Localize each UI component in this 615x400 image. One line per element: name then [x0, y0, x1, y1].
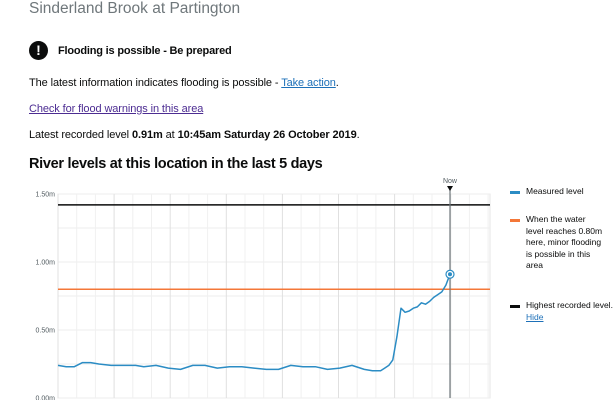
- alert-text: Flooding is possible - Be prepared: [58, 44, 232, 57]
- flood-alert: ! Flooding is possible - Be prepared: [29, 41, 232, 60]
- now-label: Now: [443, 178, 458, 185]
- hide-highest-link[interactable]: Hide: [526, 311, 544, 322]
- latest-middle: at: [162, 129, 178, 141]
- latest-level-paragraph: Latest recorded level 0.91m at 10:45am S…: [29, 129, 360, 141]
- legend-threshold-label: When the water level reaches 0.80m here,…: [526, 214, 603, 270]
- latest-level-value: 0.91m: [131, 129, 163, 141]
- highest-swatch-icon: [510, 305, 520, 308]
- info-paragraph: The latest information indicates floodin…: [29, 77, 339, 89]
- flood-warnings-link[interactable]: Check for flood warnings in this area: [29, 103, 204, 115]
- latest-prefix: Latest recorded level: [29, 129, 132, 141]
- now-arrow-icon: [447, 186, 453, 191]
- legend-highest-label: Highest recorded level.: [526, 300, 613, 310]
- svg-text:0.50m: 0.50m: [36, 328, 56, 335]
- chart-grid: [57, 193, 491, 399]
- threshold-swatch-icon: [510, 219, 520, 222]
- svg-text:1.00m: 1.00m: [36, 260, 56, 267]
- take-action-link[interactable]: Take action: [281, 77, 336, 89]
- station-title: Sinderland Brook at Partington: [29, 0, 241, 17]
- legend-highest-text: Highest recorded level. Hide: [526, 300, 615, 323]
- chart-heading: River levels at this location in the las…: [29, 156, 323, 172]
- info-text: The latest information indicates floodin…: [29, 77, 282, 89]
- exclamation-icon: !: [29, 41, 48, 60]
- svg-text:0.00m: 0.00m: [36, 396, 56, 400]
- measured-level-line: [57, 273, 451, 372]
- svg-text:1.50m: 1.50m: [36, 192, 56, 199]
- latest-suffix: .: [356, 129, 360, 141]
- info-suffix: .: [335, 77, 339, 89]
- legend-measured-label: Measured level: [526, 186, 584, 196]
- latest-datetime: 10:45am Saturday 26 October 2019: [177, 129, 357, 141]
- river-level-chart: 0.00m 0.50m 1.00m 1.50m Now: [36, 178, 491, 400]
- latest-point-dot: [448, 272, 452, 277]
- measured-swatch-icon: [510, 191, 520, 194]
- y-axis-ticks: 0.00m 0.50m 1.00m 1.50m: [36, 192, 56, 400]
